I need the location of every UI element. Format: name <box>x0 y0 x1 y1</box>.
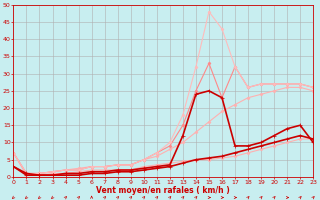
X-axis label: Vent moyen/en rafales ( km/h ): Vent moyen/en rafales ( km/h ) <box>96 186 230 195</box>
